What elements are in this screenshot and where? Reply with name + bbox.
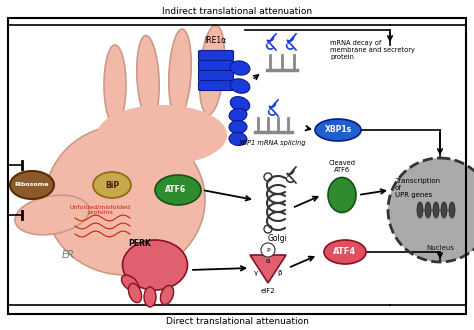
Text: XBP1s: XBP1s [324,125,352,135]
Ellipse shape [328,178,356,213]
Text: PERK: PERK [128,239,151,248]
Text: XBP1 mRNA splicing: XBP1 mRNA splicing [238,140,306,146]
Text: P: P [266,248,270,252]
Ellipse shape [45,125,205,275]
Ellipse shape [229,120,247,134]
Text: IRE1α: IRE1α [204,36,226,45]
Text: ER: ER [62,250,74,260]
FancyBboxPatch shape [199,71,234,81]
Text: ATF4: ATF4 [333,248,356,256]
Text: BiP: BiP [105,181,119,189]
Ellipse shape [122,240,188,290]
Text: β: β [278,270,282,276]
Ellipse shape [128,283,142,303]
Ellipse shape [425,202,431,218]
Ellipse shape [93,172,131,198]
Polygon shape [250,255,286,283]
Ellipse shape [315,119,361,141]
Text: ATF6: ATF6 [165,185,186,194]
Text: mRNA decay of
membrane and secretory
protein: mRNA decay of membrane and secretory pro… [330,40,415,60]
Text: Golgi: Golgi [268,234,288,243]
Ellipse shape [230,61,250,75]
Ellipse shape [121,275,138,291]
Ellipse shape [10,171,54,199]
Ellipse shape [169,29,191,117]
Text: Nucleus: Nucleus [426,245,454,251]
Text: Cleaved
ATF6: Cleaved ATF6 [328,160,356,173]
Ellipse shape [433,202,439,218]
Text: Direct translational attenuation: Direct translational attenuation [165,317,309,326]
Ellipse shape [160,285,173,305]
Circle shape [261,243,275,257]
FancyBboxPatch shape [199,50,234,60]
Ellipse shape [449,202,455,218]
Bar [8,18,466,314]
FancyBboxPatch shape [199,60,234,71]
Ellipse shape [15,195,89,235]
Ellipse shape [144,287,156,307]
Text: eIF2: eIF2 [261,288,275,294]
Ellipse shape [200,25,225,115]
Ellipse shape [441,202,447,218]
Ellipse shape [230,97,250,112]
Text: α: α [266,258,270,264]
Text: γ: γ [254,270,258,276]
Text: Transcription
of
UPR genes: Transcription of UPR genes [395,178,440,199]
Ellipse shape [229,109,247,121]
Ellipse shape [324,240,366,264]
Circle shape [388,158,474,262]
Text: Unfolded/misfolded
proteins: Unfolded/misfolded proteins [70,205,130,215]
Ellipse shape [104,45,126,125]
Ellipse shape [155,175,201,205]
Ellipse shape [417,202,423,218]
Text: Ribosome: Ribosome [15,182,49,187]
Ellipse shape [229,132,247,146]
FancyBboxPatch shape [199,81,234,90]
Ellipse shape [230,79,250,93]
Text: Indirect translational attenuation: Indirect translational attenuation [162,8,312,16]
Ellipse shape [97,105,227,165]
Ellipse shape [137,36,159,120]
